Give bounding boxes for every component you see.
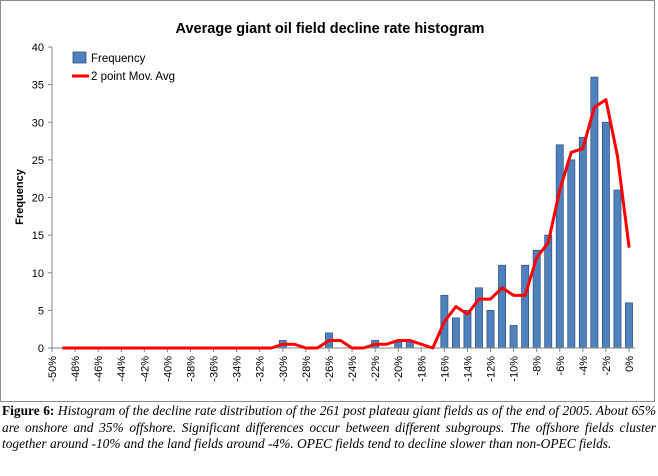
legend: Frequency 2 point Mov. Avg xyxy=(72,51,175,83)
y-tick-label: 30 xyxy=(32,117,44,129)
legend-label-mov-avg: 2 point Mov. Avg xyxy=(91,71,175,83)
x-tick-label: -38% xyxy=(185,356,197,382)
bar-series xyxy=(278,76,633,349)
x-tick-label: -50% xyxy=(47,356,59,382)
x-tick-label: 0% xyxy=(624,356,636,372)
x-tick-label: -22% xyxy=(370,356,382,382)
moving-average-line xyxy=(62,98,631,350)
y-tick-label: 25 xyxy=(32,155,44,167)
bar--13% xyxy=(475,287,483,349)
y-tick-label: 35 xyxy=(32,80,44,92)
x-tick-label: -14% xyxy=(462,356,474,382)
legend-swatch-frequency xyxy=(72,51,87,64)
x-tick-label: -2% xyxy=(601,356,613,376)
x-tick-label: -26% xyxy=(324,356,336,382)
moving-average-series xyxy=(62,98,631,350)
bar--14% xyxy=(463,310,472,349)
y-tick-label: 20 xyxy=(32,193,44,205)
bar--1% xyxy=(613,189,622,349)
x-tick-label: -34% xyxy=(232,356,244,382)
bar--12% xyxy=(486,310,495,349)
x-tick-label: -20% xyxy=(393,356,405,382)
y-tick-label: 15 xyxy=(32,230,44,242)
x-tick-label: -28% xyxy=(301,356,313,382)
x-tick-label: -12% xyxy=(486,356,498,382)
caption-label: Figure 6: xyxy=(2,403,55,418)
bar--15% xyxy=(451,317,460,349)
chart-title: Average giant oil field decline rate his… xyxy=(176,21,485,37)
bar--10% xyxy=(509,325,518,349)
x-tick-label: -8% xyxy=(532,356,544,376)
x-tick-label: -32% xyxy=(255,356,267,382)
x-tick-label: -44% xyxy=(116,356,128,382)
x-tick-label: -48% xyxy=(70,356,82,382)
x-tick-label: -42% xyxy=(139,356,151,382)
x-tick-label: -16% xyxy=(439,356,451,382)
bar--6% xyxy=(555,144,564,349)
x-tick-label: -30% xyxy=(278,356,290,382)
bar--9% xyxy=(521,264,530,349)
tick-labels: 0 5 10 15 20 25 30 35 40 -50% -48% -46% -44% -42% -40%… xyxy=(32,42,636,382)
bar-0% xyxy=(625,302,633,349)
y-tick-label: 40 xyxy=(32,42,44,54)
x-tick-label: -10% xyxy=(509,356,521,382)
x-tick-label: -40% xyxy=(162,356,174,382)
x-tick-label: -6% xyxy=(555,356,567,376)
bar--4% xyxy=(578,136,587,349)
caption-text: Histogram of the decline rate distributi… xyxy=(2,403,656,452)
x-tick-label: -24% xyxy=(347,356,359,382)
chart-frame: Average giant oil field decline rate his… xyxy=(0,0,655,402)
x-tick-label: -18% xyxy=(416,356,428,382)
decline-rate-histogram: Average giant oil field decline rate his… xyxy=(14,21,636,382)
y-tick-label: 0 xyxy=(38,343,44,355)
legend-label-frequency: Frequency xyxy=(91,53,146,65)
bar--11% xyxy=(498,264,506,349)
bar--2% xyxy=(601,121,610,349)
x-tick-label: -46% xyxy=(93,356,105,382)
bar--5% xyxy=(567,159,576,349)
figure-caption: Figure 6: Histogram of the decline rate … xyxy=(2,403,656,453)
y-tick-label: 10 xyxy=(32,268,44,280)
bar--7% xyxy=(544,234,553,349)
x-tick-label: -4% xyxy=(578,356,590,376)
y-tick-label: 5 xyxy=(38,305,44,317)
y-axis-label: Frequency xyxy=(14,168,26,225)
x-tick-label: -36% xyxy=(209,356,221,382)
